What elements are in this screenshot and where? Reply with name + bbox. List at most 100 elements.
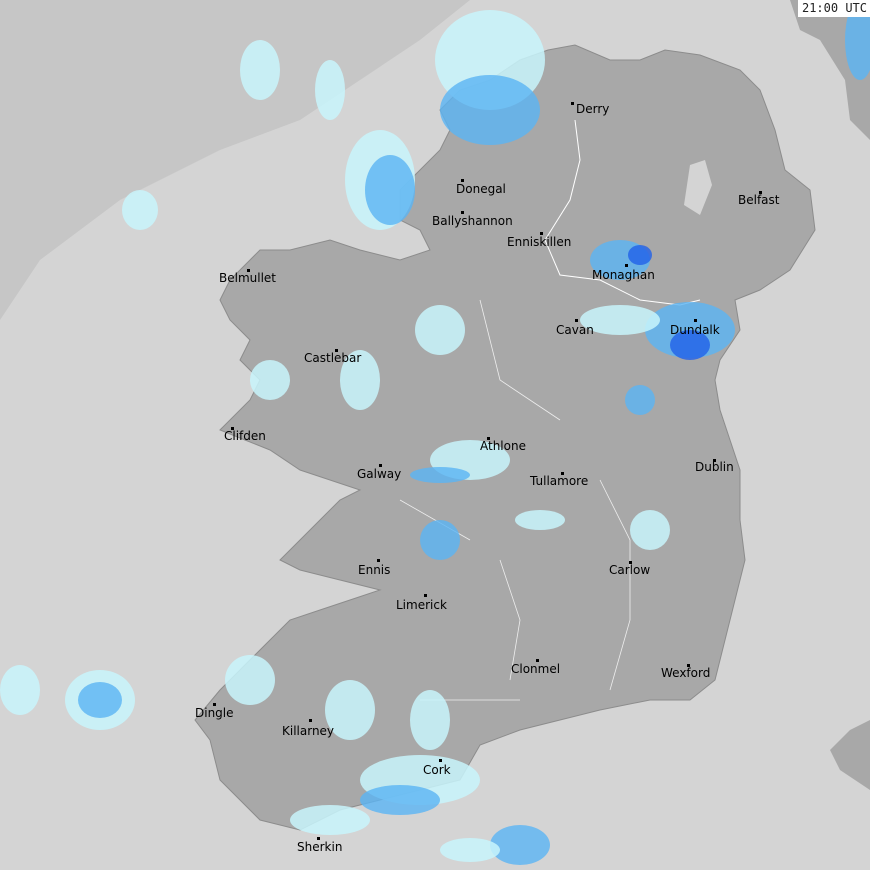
town-dot	[694, 319, 697, 322]
town-marker: Carlow	[609, 561, 650, 577]
town-marker: Cavan	[556, 319, 594, 337]
town-label: Cavan	[556, 323, 594, 337]
rain-cell	[365, 155, 415, 225]
rain-cell	[628, 245, 652, 265]
town-label: Wexford	[661, 666, 710, 680]
rain-cell	[290, 805, 370, 835]
town-marker: Belfast	[738, 191, 780, 207]
rain-cell	[625, 385, 655, 415]
town-dot	[713, 459, 716, 462]
town-dot	[687, 664, 690, 667]
rain-cell	[315, 60, 345, 120]
town-marker: Monaghan	[592, 264, 655, 282]
town-marker: Ennis	[358, 559, 390, 577]
rain-cell	[240, 40, 280, 100]
town-dot	[629, 561, 632, 564]
town-marker: Galway	[357, 464, 401, 481]
town-label: Donegal	[456, 182, 506, 196]
rain-cell	[630, 510, 670, 550]
town-label: Belfast	[738, 193, 780, 207]
rain-cell	[340, 350, 380, 410]
town-label: Galway	[357, 467, 401, 481]
town-marker: Castlebar	[304, 349, 361, 365]
rain-cell	[360, 785, 440, 815]
rain-cell	[325, 680, 375, 740]
town-marker: Killarney	[282, 719, 334, 738]
town-dot	[759, 191, 762, 194]
rain-cell	[410, 467, 470, 483]
town-marker: Dingle	[195, 703, 234, 720]
rain-cell	[490, 825, 550, 865]
town-marker: Derry	[571, 102, 609, 116]
rain-cell	[515, 510, 565, 530]
town-label: Limerick	[396, 598, 447, 612]
rain-cell	[580, 305, 660, 335]
town-dot	[571, 102, 574, 105]
town-label: Ballyshannon	[432, 214, 513, 228]
town-label: Ennis	[358, 563, 390, 577]
town-marker: Ballyshannon	[432, 211, 513, 228]
rain-cell	[420, 520, 460, 560]
town-marker: Dublin	[695, 459, 734, 474]
town-label: Dingle	[195, 706, 234, 720]
town-dot	[424, 594, 427, 597]
town-dot	[309, 719, 312, 722]
towns-layer: Derry Donegal Ballyshannon Enniskillen Belfa…	[195, 102, 780, 854]
town-dot	[231, 427, 234, 430]
town-marker: Clonmel	[511, 659, 560, 676]
town-label: Belmullet	[219, 271, 276, 285]
town-dot	[461, 179, 464, 182]
town-marker: Enniskillen	[507, 232, 571, 249]
town-marker: Wexford	[661, 664, 710, 680]
town-label: Dundalk	[670, 323, 720, 337]
rain-cell	[440, 75, 540, 145]
far-sea-region	[0, 0, 470, 320]
town-label: Monaghan	[592, 268, 655, 282]
town-label: Athlone	[480, 439, 526, 453]
town-label: Tullamore	[529, 474, 588, 488]
town-marker: Limerick	[396, 594, 447, 612]
rain-cell	[0, 665, 40, 715]
town-label: Enniskillen	[507, 235, 571, 249]
town-dot	[561, 472, 564, 475]
rain-cell	[440, 838, 500, 862]
rain-cell	[250, 360, 290, 400]
town-marker: Athlone	[480, 437, 526, 453]
town-dot	[461, 211, 464, 214]
rain-cell	[225, 655, 275, 705]
town-dot	[379, 464, 382, 467]
town-label: Clonmel	[511, 662, 560, 676]
town-marker: Sherkin	[297, 837, 342, 854]
town-marker: Tullamore	[529, 472, 588, 488]
town-label: Clifden	[224, 429, 266, 443]
town-marker: Belmullet	[219, 269, 276, 285]
town-dot	[487, 437, 490, 440]
rain-cell	[415, 305, 465, 355]
town-dot	[439, 759, 442, 762]
town-dot	[213, 703, 216, 706]
rain-cell	[670, 330, 710, 360]
ireland-landmass	[194, 44, 816, 831]
town-label: Carlow	[609, 563, 650, 577]
town-marker: Dundalk	[670, 319, 720, 337]
town-label: Sherkin	[297, 840, 342, 854]
wales-landmass	[830, 720, 870, 790]
ni-border	[544, 119, 701, 306]
lough-neagh	[684, 160, 712, 215]
town-dot	[335, 349, 338, 352]
rain-cell	[78, 682, 122, 718]
timestamp-label: 21:00 UTC	[797, 0, 870, 17]
town-dot	[247, 269, 250, 272]
town-dot	[536, 659, 539, 662]
town-marker: Cork	[423, 759, 451, 777]
town-label: Killarney	[282, 724, 334, 738]
town-label: Castlebar	[304, 351, 361, 365]
town-marker: Donegal	[456, 179, 506, 196]
town-dot	[377, 559, 380, 562]
town-dot	[540, 232, 543, 235]
town-label: Dublin	[695, 460, 734, 474]
town-dot	[317, 837, 320, 840]
town-label: Cork	[423, 763, 451, 777]
